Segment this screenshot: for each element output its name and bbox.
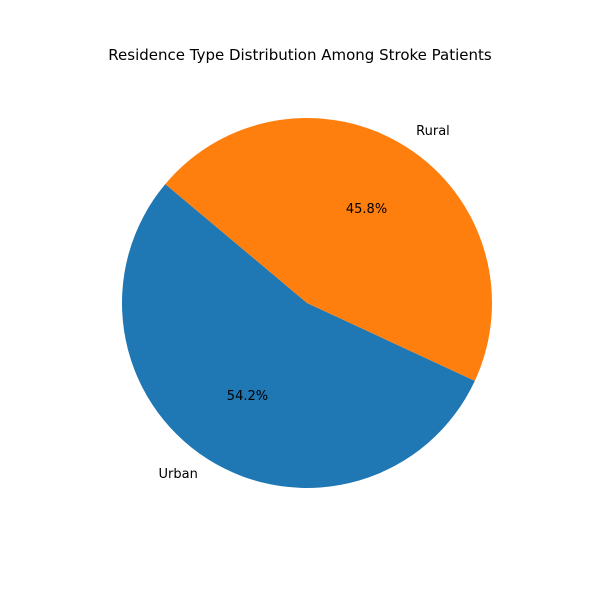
- pie-category-label-rural: Rural: [416, 124, 450, 139]
- pie-percent-label-rural: 45.8%: [346, 202, 387, 217]
- pie-slice-rural: [165, 118, 492, 381]
- chart-title: Residence Type Distribution Among Stroke…: [108, 46, 492, 64]
- pie-percent-label-urban: 54.2%: [227, 389, 268, 404]
- pie-slices: [121, 118, 492, 489]
- pie-slice-urban: [121, 184, 475, 489]
- pie-category-label-urban: Urban: [159, 467, 198, 482]
- pie-labels: 54.2% Urban 45.8% Rural: [159, 124, 450, 482]
